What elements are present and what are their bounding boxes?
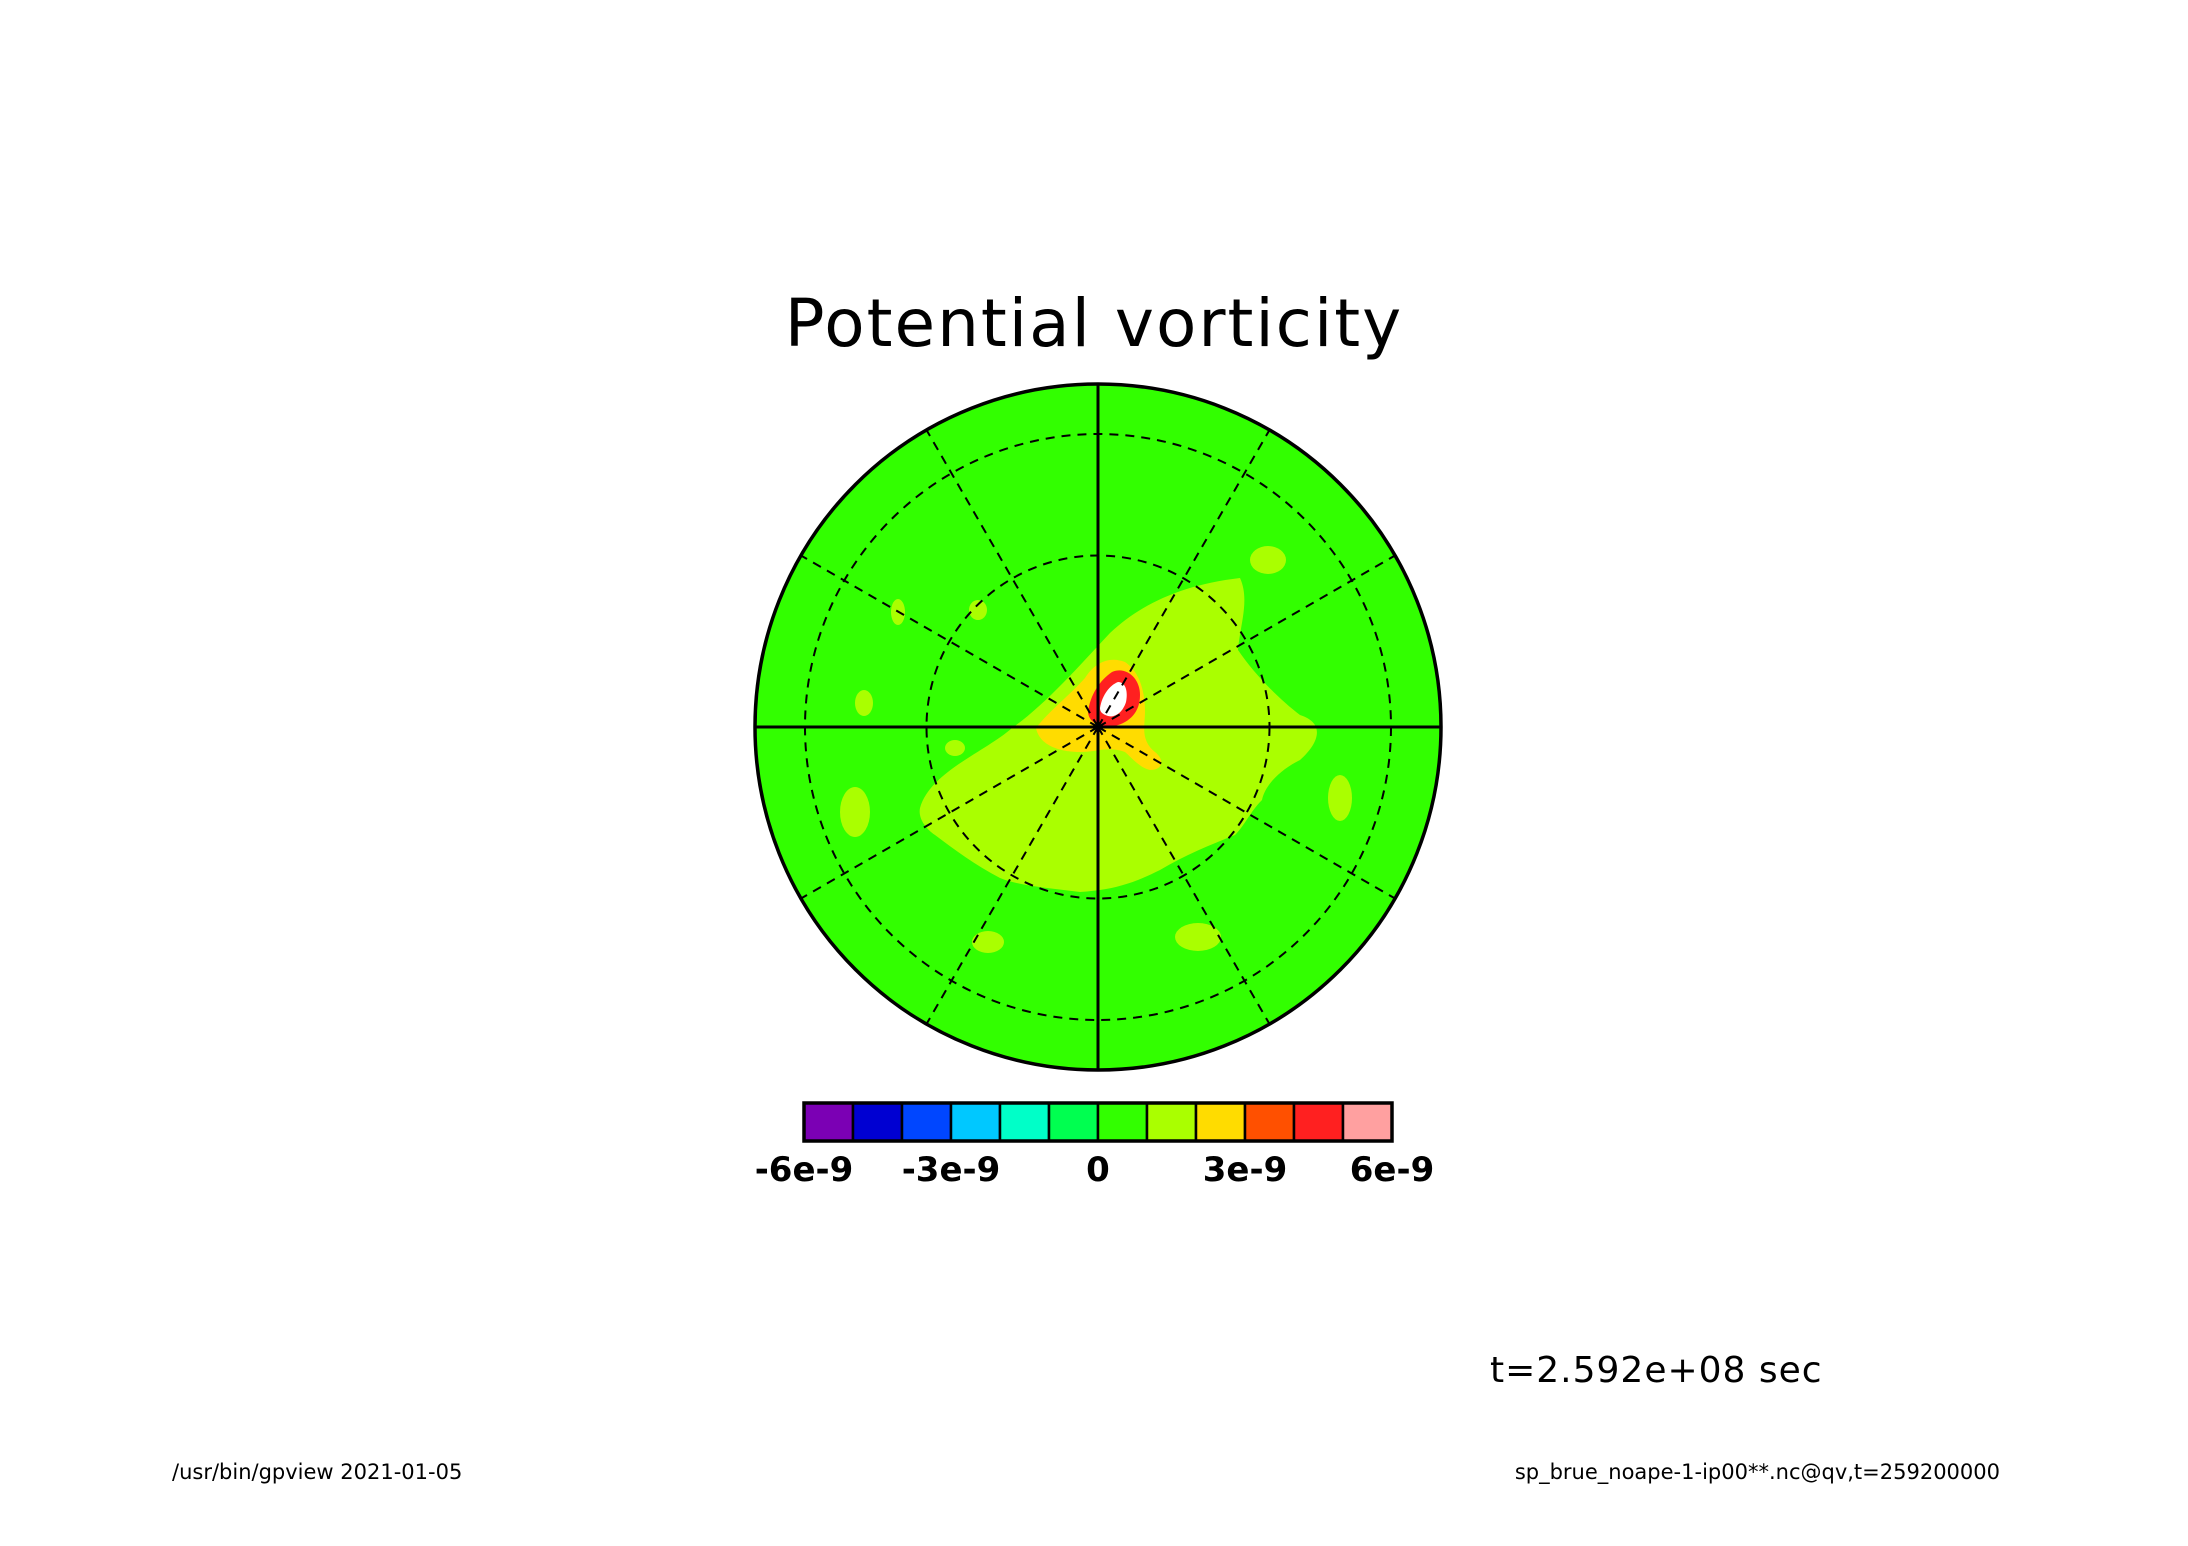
patch bbox=[969, 600, 987, 620]
colorbar-swatch bbox=[1194, 1101, 1247, 1143]
patch bbox=[1250, 546, 1286, 574]
colorbar-tick-label: 6e-9 bbox=[1349, 1150, 1435, 1190]
patch bbox=[972, 931, 1004, 953]
colorbar-swatch bbox=[1047, 1101, 1100, 1143]
patch bbox=[855, 690, 873, 716]
time-annotation: t=2.592e+08 sec bbox=[1490, 1350, 1823, 1391]
footer-program-date: /usr/bin/gpview 2021-01-05 bbox=[172, 1460, 463, 1484]
colorbar-swatch bbox=[1243, 1101, 1296, 1143]
colorbar-swatch bbox=[802, 1101, 855, 1143]
colorbar bbox=[802, 1101, 1394, 1143]
colorbar-tick-label: 3e-9 bbox=[1202, 1150, 1288, 1190]
colorbar-tick-label: 0 bbox=[1086, 1150, 1110, 1190]
peak-region bbox=[1100, 682, 1127, 717]
patch bbox=[1141, 831, 1173, 859]
footer-source: sp_brue_noape-1-ip00**.nc@qv,t=259200000 bbox=[1514, 1460, 2000, 1484]
plot-border bbox=[753, 382, 1443, 1072]
colorbar-swatch bbox=[998, 1101, 1051, 1143]
patch bbox=[1328, 775, 1352, 821]
colorbar-tick-label: -3e-9 bbox=[901, 1150, 1001, 1190]
colorbar-swatch bbox=[1145, 1101, 1198, 1143]
colorbar-swatch bbox=[949, 1101, 1002, 1143]
colorbar-swatch bbox=[851, 1101, 904, 1143]
colorbar-swatch bbox=[1341, 1101, 1394, 1143]
chart-title: Potential vorticity bbox=[784, 285, 1404, 362]
colorbar-swatch bbox=[1096, 1101, 1149, 1143]
colorbar-frame bbox=[802, 1101, 1394, 1143]
colorbar-swatch bbox=[1292, 1101, 1345, 1143]
patch bbox=[1175, 923, 1221, 951]
patch bbox=[945, 740, 965, 756]
colorbar-tick-label: -6e-9 bbox=[754, 1150, 854, 1190]
grid-lines bbox=[753, 382, 1443, 1072]
patch bbox=[840, 787, 870, 837]
colorbar-swatch bbox=[900, 1101, 953, 1143]
